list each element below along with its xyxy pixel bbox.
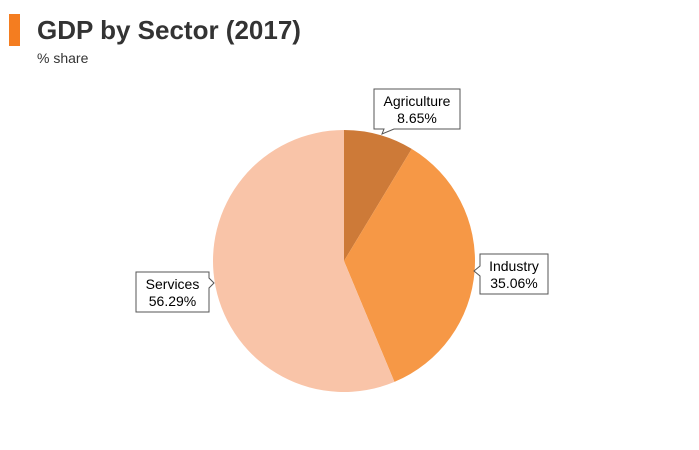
title-accent-bar bbox=[9, 14, 20, 46]
data-label-box bbox=[473, 253, 549, 295]
data-label-name: Services bbox=[146, 276, 200, 292]
data-label-name: Agriculture bbox=[384, 93, 451, 109]
data-label-value: 8.65% bbox=[397, 110, 437, 126]
pie-slice-agriculture bbox=[344, 130, 412, 261]
pie-slice-industry bbox=[344, 148, 475, 382]
data-label-box bbox=[373, 88, 461, 135]
data-label-box bbox=[135, 271, 215, 313]
pie-slice-services bbox=[213, 130, 395, 392]
chart-title: GDP by Sector (2017) bbox=[37, 15, 301, 45]
data-label-name: Industry bbox=[489, 258, 539, 274]
data-label-value: 56.29% bbox=[149, 293, 196, 309]
pie-slices bbox=[213, 130, 475, 392]
chart-subtitle: % share bbox=[37, 50, 89, 66]
data-label-value: 35.06% bbox=[490, 275, 537, 291]
